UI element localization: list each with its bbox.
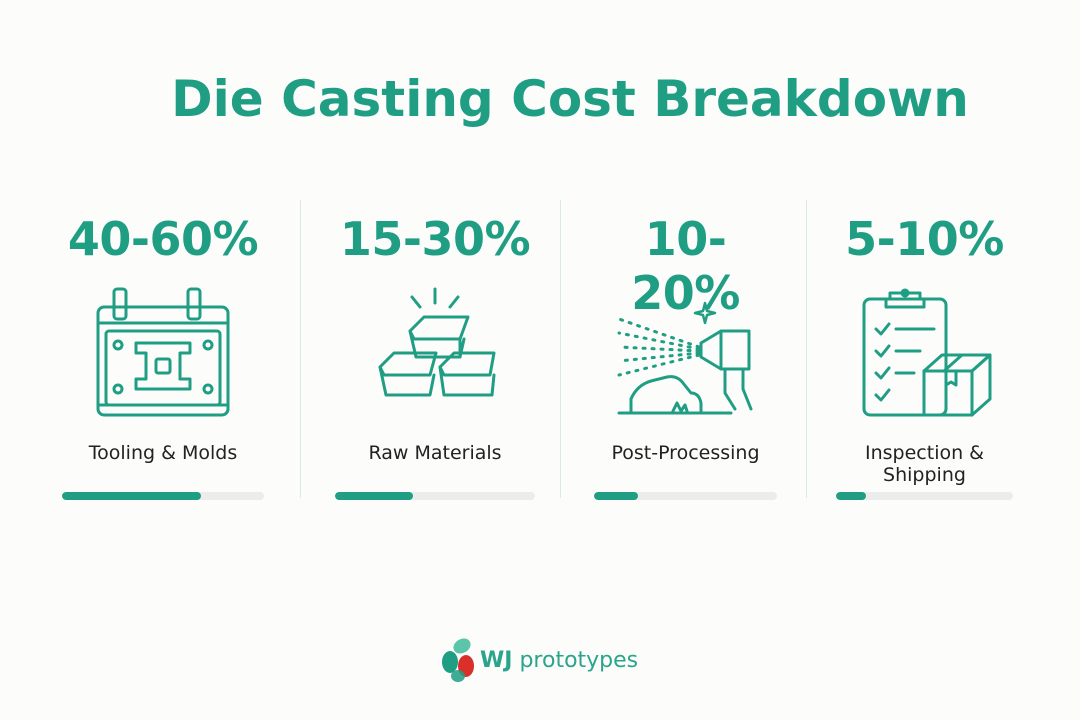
- spray-gun-icon: [611, 285, 761, 425]
- logo-mark-icon: [442, 638, 474, 682]
- cost-percent: 5-10%: [845, 212, 1004, 266]
- cost-progress-bar: [62, 492, 264, 500]
- cost-card-inspection: 5-10% Inspection & Shipping: [836, 200, 1013, 510]
- cost-label: Post-Processing: [611, 442, 760, 464]
- cost-percent: 15-30%: [339, 212, 531, 266]
- cost-label: Tooling & Molds: [88, 442, 238, 464]
- brand-name-bold: WJ: [480, 648, 513, 673]
- cost-label: Inspection & Shipping: [865, 442, 984, 486]
- column-divider: [560, 200, 561, 498]
- cost-progress-bar: [335, 492, 535, 500]
- cost-card-post-processing: 10-20% Post-Processing: [594, 200, 777, 510]
- cost-progress-fill: [62, 492, 202, 500]
- cost-card-raw-materials: 15-30% Raw Materials: [335, 200, 535, 510]
- page-title: Die Casting Cost Breakdown: [171, 70, 969, 128]
- cost-progress-fill: [335, 492, 413, 500]
- cost-percent: 40-60%: [67, 212, 259, 266]
- cost-card-tooling: 40-60% Tooling & Molds: [62, 200, 264, 510]
- cost-progress-bar: [836, 492, 1013, 500]
- cost-progress-bar: [594, 492, 777, 500]
- checklist-box-icon: [850, 285, 1000, 425]
- cost-percent: 10-20%: [631, 212, 740, 320]
- column-divider: [300, 200, 301, 498]
- mold-icon: [88, 285, 238, 425]
- column-divider: [806, 200, 807, 498]
- brand-name: WJ prototypes: [480, 648, 638, 673]
- cost-progress-fill: [594, 492, 638, 500]
- brand-logo: WJ prototypes: [440, 636, 640, 686]
- brand-name-rest: prototypes: [519, 648, 639, 673]
- cost-progress-fill: [836, 492, 867, 500]
- metal-ingots-icon: [360, 285, 510, 425]
- cost-label: Raw Materials: [368, 442, 502, 464]
